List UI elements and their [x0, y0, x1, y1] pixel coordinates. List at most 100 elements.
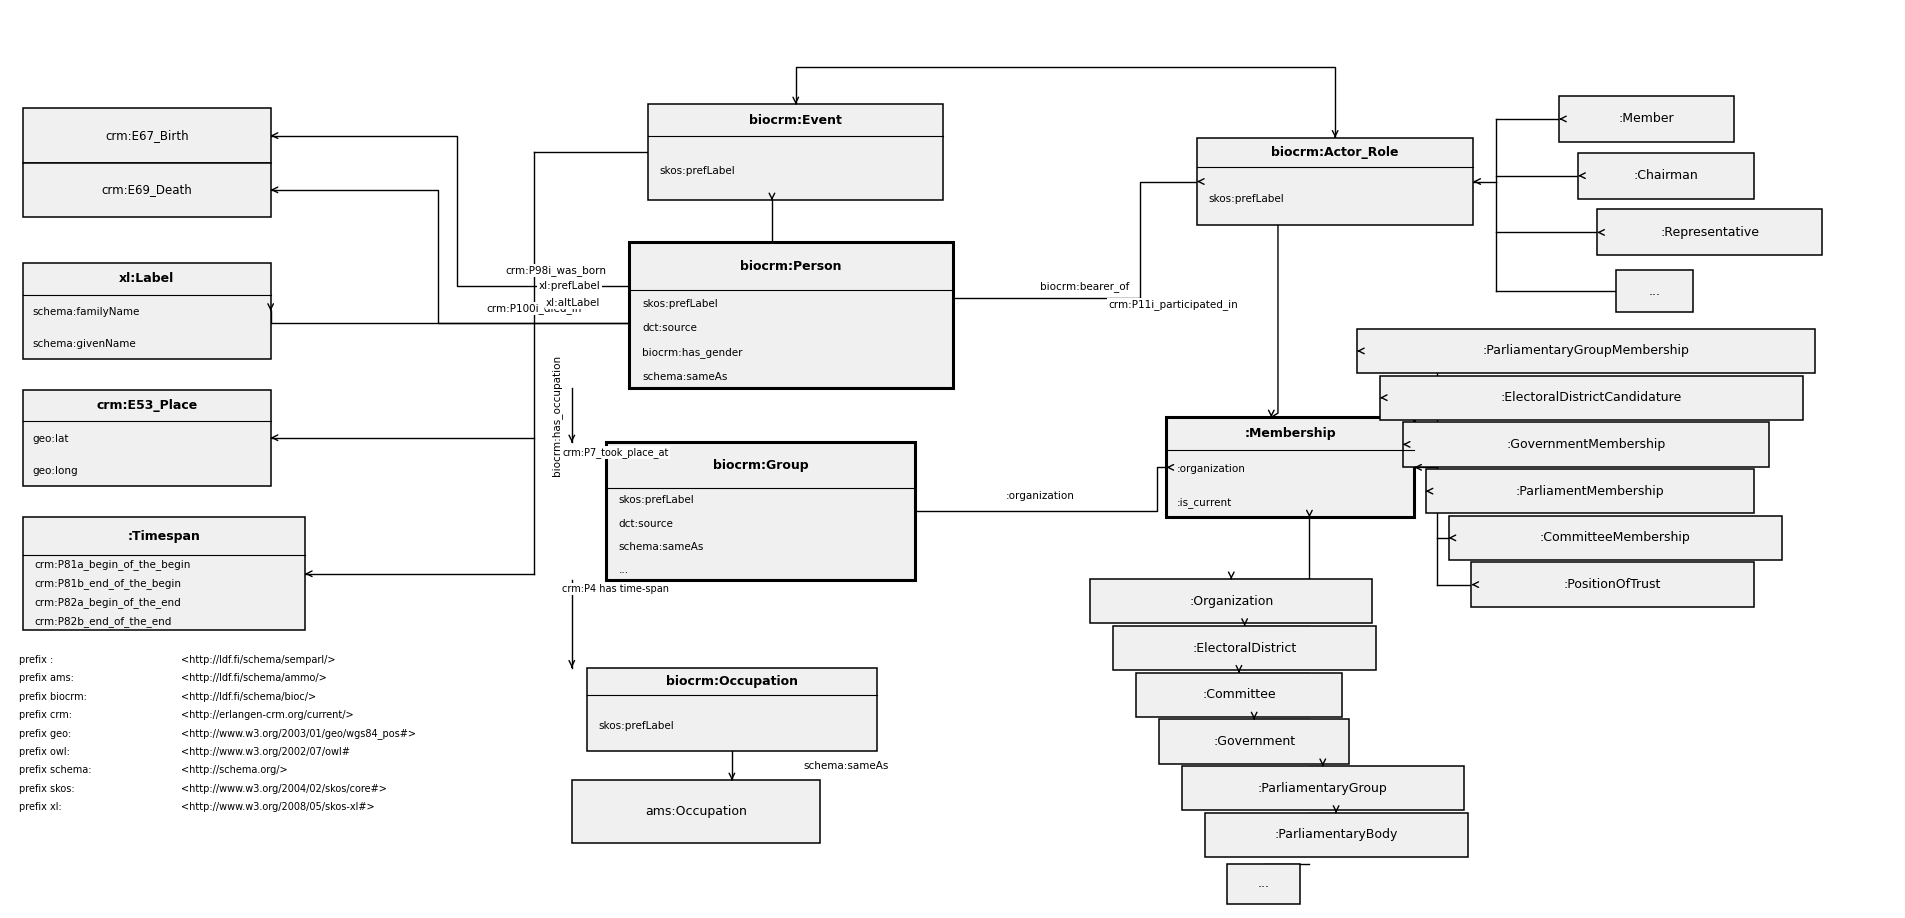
Text: crm:P98i_was_born: crm:P98i_was_born [505, 265, 606, 276]
Bar [23, 162, 271, 217]
Text: <http://ldf.fi/schema/semparl/>: <http://ldf.fi/schema/semparl/> [181, 655, 335, 666]
Text: :Timespan: :Timespan [128, 530, 200, 543]
Bar [606, 442, 914, 580]
Text: <http://ldf.fi/schema/ammo/>: <http://ldf.fi/schema/ammo/> [181, 674, 326, 684]
Text: crm:P7_took_place_at: crm:P7_took_place_at [562, 447, 669, 458]
Bar [587, 667, 876, 751]
Text: prefix skos:: prefix skos: [19, 784, 74, 794]
Text: :Government: :Government [1212, 735, 1295, 748]
Text: :GovernmentMembership: :GovernmentMembership [1505, 438, 1665, 451]
Bar [1227, 864, 1299, 904]
Text: prefix ams:: prefix ams: [19, 674, 74, 684]
Bar [1356, 329, 1814, 373]
Text: skos:prefLabel: skos:prefLabel [642, 298, 718, 308]
Bar [648, 105, 943, 200]
Bar [23, 518, 305, 630]
Text: <http://www.w3.org/2008/05/skos-xl#>: <http://www.w3.org/2008/05/skos-xl#> [181, 802, 375, 812]
Text: prefix crm:: prefix crm: [19, 711, 72, 721]
Text: ...: ... [1648, 285, 1659, 297]
Text: biocrm:Actor_Role: biocrm:Actor_Role [1271, 146, 1398, 159]
Text: :Organization: :Organization [1189, 595, 1273, 608]
Text: skos:prefLabel: skos:prefLabel [659, 166, 735, 176]
Text: skos:prefLabel: skos:prefLabel [617, 496, 693, 506]
Text: geo:long: geo:long [32, 466, 78, 476]
Text: :ElectoralDistrict: :ElectoralDistrict [1193, 642, 1295, 655]
Text: xl:prefLabel: xl:prefLabel [539, 281, 600, 291]
Text: biocrm:bearer_of: biocrm:bearer_of [1040, 281, 1128, 292]
Text: ams:Occupation: ams:Occupation [644, 805, 747, 818]
Text: biocrm:has_gender: biocrm:has_gender [642, 347, 743, 358]
Text: ...: ... [617, 565, 629, 575]
Text: schema:givenName: schema:givenName [32, 340, 137, 350]
Bar [23, 263, 271, 359]
Bar [1615, 271, 1692, 312]
Bar [23, 108, 271, 162]
Bar [1181, 767, 1463, 811]
Text: biocrm:Occupation: biocrm:Occupation [665, 675, 798, 688]
Text: crm:P82b_end_of_the_end: crm:P82b_end_of_the_end [34, 616, 171, 627]
Text: :ParliamentMembership: :ParliamentMembership [1514, 485, 1663, 498]
Bar [1577, 152, 1753, 198]
Text: :Member: :Member [1617, 112, 1674, 126]
Text: crm:E67_Birth: crm:E67_Birth [105, 129, 189, 142]
Bar [1425, 469, 1753, 513]
Text: dct:source: dct:source [617, 519, 672, 529]
Text: :ParliamentaryGroup: :ParliamentaryGroup [1257, 782, 1387, 795]
Text: <http://ldf.fi/schema/bioc/>: <http://ldf.fi/schema/bioc/> [181, 692, 316, 702]
Text: :ParliamentaryGroupMembership: :ParliamentaryGroupMembership [1482, 344, 1688, 357]
Text: dct:source: dct:source [642, 323, 697, 333]
Bar [629, 242, 952, 388]
Text: crm:E53_Place: crm:E53_Place [95, 399, 198, 412]
Text: :is_current: :is_current [1175, 497, 1231, 508]
Text: skos:prefLabel: skos:prefLabel [1208, 194, 1284, 204]
Bar [1596, 209, 1821, 255]
Text: schema:familyName: schema:familyName [32, 308, 141, 318]
Bar [1196, 138, 1473, 225]
Bar [1402, 422, 1768, 466]
Text: xl:altLabel: xl:altLabel [545, 297, 600, 308]
Bar [1090, 579, 1372, 623]
Text: <http://schema.org/>: <http://schema.org/> [181, 766, 288, 776]
Text: :organization: :organization [1175, 464, 1244, 474]
Text: prefix biocrm:: prefix biocrm: [19, 692, 88, 702]
Text: biocrm:has_occupation: biocrm:has_occupation [551, 354, 562, 476]
Text: prefix geo:: prefix geo: [19, 729, 70, 739]
Bar [1113, 626, 1375, 670]
Text: :ElectoralDistrictCandidature: :ElectoralDistrictCandidature [1499, 391, 1682, 404]
Text: prefix schema:: prefix schema: [19, 766, 91, 776]
Text: :Chairman: :Chairman [1633, 169, 1697, 182]
Text: biocrm:Group: biocrm:Group [712, 458, 808, 472]
Bar [1158, 720, 1349, 764]
Text: biocrm:Event: biocrm:Event [749, 114, 842, 127]
Text: :Committee: :Committee [1202, 688, 1274, 701]
Text: prefix xl:: prefix xl: [19, 802, 61, 812]
Text: <http://www.w3.org/2002/07/owl#: <http://www.w3.org/2002/07/owl# [181, 747, 351, 757]
Text: geo:lat: geo:lat [32, 434, 69, 444]
Bar [572, 780, 819, 843]
Text: :Representative: :Representative [1659, 226, 1758, 239]
Bar [1135, 673, 1341, 717]
Text: crm:P4 has time-span: crm:P4 has time-span [562, 584, 669, 594]
Text: :CommitteeMembership: :CommitteeMembership [1539, 532, 1690, 544]
Text: prefix :: prefix : [19, 655, 53, 666]
Text: skos:prefLabel: skos:prefLabel [598, 721, 674, 731]
Bar [1471, 563, 1753, 607]
Bar [1379, 375, 1802, 420]
Text: :ParliamentaryBody: :ParliamentaryBody [1274, 828, 1396, 842]
Text: <http://www.w3.org/2003/01/geo/wgs84_pos#>: <http://www.w3.org/2003/01/geo/wgs84_pos… [181, 729, 415, 740]
Text: ...: ... [1257, 878, 1269, 890]
Text: :organization: :organization [1006, 491, 1074, 501]
Text: crm:P81b_end_of_the_begin: crm:P81b_end_of_the_begin [34, 578, 181, 589]
Text: schema:sameAs: schema:sameAs [804, 761, 888, 771]
Text: schema:sameAs: schema:sameAs [617, 542, 703, 552]
Text: prefix owl:: prefix owl: [19, 747, 70, 757]
Text: crm:P82a_begin_of_the_end: crm:P82a_begin_of_the_end [34, 598, 181, 608]
Bar [1448, 516, 1781, 560]
Text: <http://www.w3.org/2004/02/skos/core#>: <http://www.w3.org/2004/02/skos/core#> [181, 784, 387, 794]
Text: biocrm:Person: biocrm:Person [739, 260, 842, 273]
Text: schema:sameAs: schema:sameAs [642, 372, 728, 382]
Text: crm:E69_Death: crm:E69_Death [101, 184, 192, 196]
Text: :PositionOfTrust: :PositionOfTrust [1562, 578, 1661, 591]
Text: crm:P100i_died_in: crm:P100i_died_in [486, 303, 581, 314]
Text: crm:P81a_begin_of_the_begin: crm:P81a_begin_of_the_begin [34, 560, 190, 570]
